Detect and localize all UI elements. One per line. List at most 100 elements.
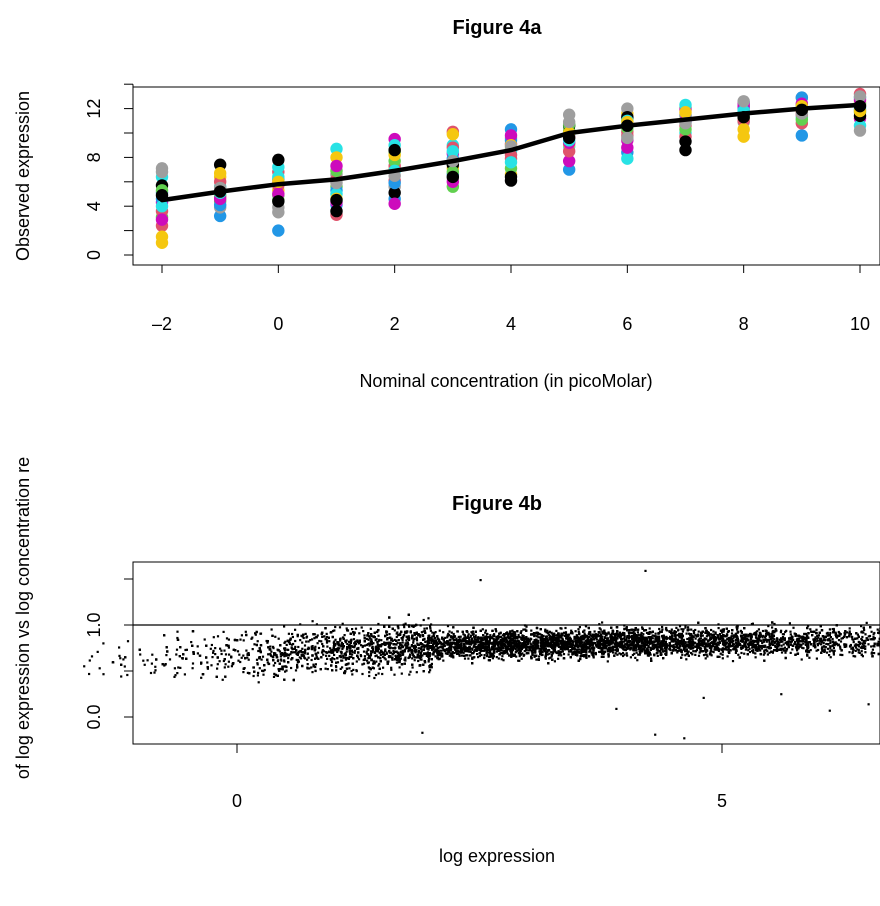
data-point (618, 652, 621, 655)
data-point (119, 657, 122, 660)
data-point (645, 650, 648, 653)
data-point (676, 634, 679, 637)
data-point (353, 649, 357, 652)
data-point (818, 642, 821, 645)
data-point (574, 652, 577, 655)
data-point (181, 657, 184, 660)
data-point (596, 633, 599, 636)
figure-4b-panel: Figure 4b 0510 0.01.0 log expression of … (13, 457, 880, 866)
data-point (836, 635, 839, 638)
data-point (714, 645, 717, 648)
data-point (495, 630, 498, 633)
data-point (347, 646, 350, 649)
data-point (341, 647, 344, 651)
data-point (670, 630, 673, 633)
data-point (739, 646, 743, 649)
data-point (521, 634, 524, 637)
data-point (756, 630, 759, 633)
data-point (782, 643, 785, 646)
data-point (744, 633, 747, 636)
data-point (184, 648, 187, 652)
data-point (272, 647, 275, 650)
data-point (473, 638, 476, 641)
data-point (504, 170, 518, 184)
data-point (550, 651, 553, 654)
data-point (420, 631, 423, 634)
data-point (729, 644, 732, 647)
data-point (343, 634, 346, 637)
data-point (765, 638, 768, 641)
data-point (865, 621, 868, 624)
data-point (428, 671, 431, 674)
data-point (339, 639, 342, 642)
data-point (693, 632, 696, 635)
data-point (638, 636, 641, 639)
data-point (368, 671, 371, 674)
data-point (377, 634, 380, 637)
data-point (809, 628, 812, 631)
data-point (496, 642, 499, 645)
data-point (537, 639, 540, 642)
data-point (427, 655, 430, 658)
data-point (585, 641, 588, 644)
data-point (442, 648, 445, 652)
data-point (599, 650, 602, 654)
data-point (607, 639, 610, 642)
figure-4a-trend-line (159, 102, 863, 203)
data-point (421, 642, 424, 646)
data-point (469, 654, 472, 657)
data-point (272, 195, 285, 208)
data-point (633, 639, 636, 642)
data-point (628, 641, 631, 644)
data-point (413, 656, 417, 659)
data-point (565, 640, 568, 643)
data-point (588, 631, 591, 634)
data-point (467, 633, 470, 636)
data-point (560, 654, 563, 657)
data-point (395, 661, 398, 664)
data-point (504, 650, 508, 653)
data-point (820, 643, 823, 646)
data-point (618, 642, 621, 645)
data-point (370, 640, 373, 643)
data-point (540, 653, 543, 657)
data-point (322, 650, 326, 653)
data-point (615, 638, 618, 641)
data-point (385, 652, 388, 655)
data-point (791, 648, 794, 651)
data-point (504, 129, 518, 142)
data-point (497, 635, 500, 638)
data-point (618, 641, 621, 644)
data-point (153, 671, 156, 674)
data-point (679, 648, 683, 651)
data-point (623, 638, 627, 642)
data-point (344, 658, 347, 661)
data-point (703, 637, 706, 640)
data-point (873, 652, 876, 655)
data-point (671, 649, 674, 652)
data-point (527, 652, 530, 655)
data-point (771, 626, 774, 629)
data-point (334, 625, 337, 629)
data-point (219, 647, 222, 650)
data-point (468, 641, 471, 644)
data-point (276, 659, 279, 663)
data-point (614, 649, 617, 652)
data-point (332, 641, 335, 644)
data-point (472, 656, 475, 659)
data-point (326, 657, 329, 660)
data-point (790, 640, 793, 643)
data-point (780, 629, 783, 632)
data-point (330, 142, 343, 156)
data-point (377, 646, 380, 649)
data-point (734, 646, 737, 650)
data-point (256, 663, 259, 666)
data-point (311, 620, 314, 623)
data-point (737, 640, 740, 643)
data-point (661, 648, 664, 651)
data-point (378, 662, 381, 666)
data-point (439, 646, 442, 649)
y-tick-label: 12 (84, 99, 104, 119)
data-point (710, 649, 713, 652)
